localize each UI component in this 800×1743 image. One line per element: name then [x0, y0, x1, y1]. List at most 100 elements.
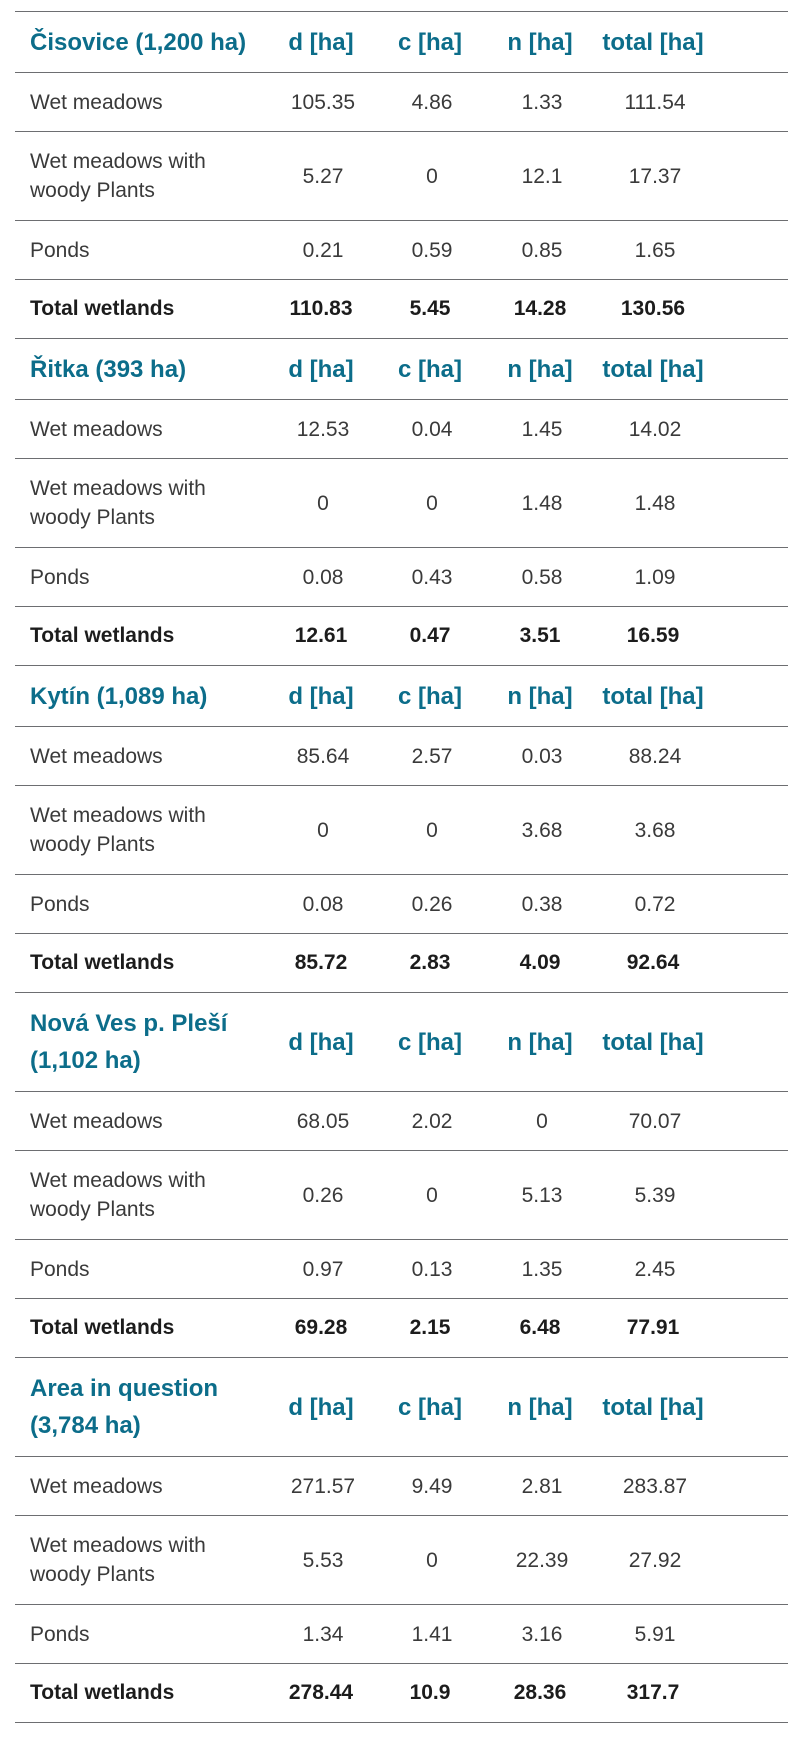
cell-c: 0 [426, 491, 438, 515]
cell-d: 5.53 [302, 1548, 344, 1572]
col-header-d: d [ha] [288, 28, 354, 56]
cell-total: 70.07 [628, 1109, 682, 1133]
cell-d: 105.35 [290, 90, 356, 114]
total-label: Total wetlands [30, 297, 175, 320]
table-row: Ponds 0.08 0.43 0.58 1.09 [15, 548, 788, 607]
row-label: Wet meadows [30, 744, 163, 768]
cell-n: 1.33 [521, 90, 563, 114]
cell-total: 2.45 [634, 1257, 676, 1281]
total-n: 28.36 [513, 1681, 567, 1704]
table-row: Ponds 0.97 0.13 1.35 2.45 [15, 1240, 788, 1299]
cell-n: 0.85 [521, 238, 563, 262]
table-row: Wet meadows with woody Plants 0 0 1.48 1… [15, 459, 788, 548]
table-row: Wet meadows with woody Plants 0 0 3.68 3… [15, 786, 788, 875]
col-header-total: total [ha] [602, 1028, 704, 1056]
cell-total: 14.02 [628, 417, 682, 441]
total-d: 85.72 [294, 951, 348, 974]
cell-total: 1.48 [634, 491, 676, 515]
total-c: 2.83 [409, 951, 451, 974]
section-title: Řitka (393 ha) [30, 355, 187, 383]
cell-d: 271.57 [290, 1474, 356, 1498]
cell-n: 0.03 [521, 744, 563, 768]
cell-d: 5.27 [302, 164, 344, 188]
row-label: Wet meadows with woody Plants [30, 1169, 206, 1221]
cell-total: 283.87 [622, 1474, 688, 1498]
section-title: Area in question (3,784 ha) [30, 1375, 219, 1439]
total-total: 92.64 [626, 951, 680, 974]
cell-n: 22.39 [515, 1548, 569, 1572]
total-label: Total wetlands [30, 1681, 175, 1704]
cell-n: 3.16 [521, 1622, 563, 1646]
row-label: Ponds [30, 565, 90, 589]
cell-d: 0.08 [302, 892, 344, 916]
cell-d: 68.05 [296, 1109, 350, 1133]
row-label: Wet meadows with woody Plants [30, 1534, 206, 1586]
cell-n: 5.13 [521, 1183, 563, 1207]
cell-n: 0.38 [521, 892, 563, 916]
cell-n: 2.81 [521, 1474, 563, 1498]
row-label: Wet meadows with woody Plants [30, 150, 206, 202]
cell-total: 0.72 [634, 892, 676, 916]
cell-total: 88.24 [628, 744, 682, 768]
col-header-n: n [ha] [507, 682, 573, 710]
col-header-n: n [ha] [507, 28, 573, 56]
total-label: Total wetlands [30, 1316, 175, 1339]
wetlands-table: Čisovice (1,200 ha) d [ha] c [ha] n [ha]… [15, 11, 788, 1723]
col-header-c: c [ha] [397, 682, 462, 710]
cell-c: 9.49 [411, 1474, 453, 1498]
row-label: Ponds [30, 238, 90, 262]
cell-n: 0 [536, 1109, 548, 1133]
col-header-d: d [ha] [288, 1028, 354, 1056]
total-total: 317.7 [626, 1681, 680, 1704]
cell-d: 0.26 [302, 1183, 344, 1207]
total-total: 130.56 [620, 297, 686, 320]
cell-n: 0.58 [521, 565, 563, 589]
table-row: Wet meadows 85.64 2.57 0.03 88.24 [15, 727, 788, 786]
total-label: Total wetlands [30, 951, 175, 974]
col-header-n: n [ha] [507, 355, 573, 383]
cell-n: 1.35 [521, 1257, 563, 1281]
cell-c: 0 [426, 164, 438, 188]
total-d: 278.44 [288, 1681, 354, 1704]
cell-c: 2.02 [411, 1109, 453, 1133]
table-row: Ponds 0.21 0.59 0.85 1.65 [15, 221, 788, 280]
cell-n: 1.45 [521, 417, 563, 441]
total-n: 3.51 [519, 624, 561, 647]
cell-total: 17.37 [628, 164, 682, 188]
table-row: Wet meadows 12.53 0.04 1.45 14.02 [15, 400, 788, 459]
cell-d: 0 [317, 491, 329, 515]
cell-d: 0 [317, 818, 329, 842]
cell-c: 0 [426, 818, 438, 842]
total-row: Total wetlands 278.44 10.9 28.36 317.7 [15, 1664, 788, 1723]
col-header-c: c [ha] [397, 1393, 462, 1421]
cell-d: 0.21 [302, 238, 344, 262]
total-row: Total wetlands 110.83 5.45 14.28 130.56 [15, 280, 788, 339]
total-d: 69.28 [294, 1316, 348, 1339]
table-row: Wet meadows with woody Plants 5.27 0 12.… [15, 132, 788, 221]
cell-c: 0.43 [411, 565, 453, 589]
col-header-n: n [ha] [507, 1028, 573, 1056]
col-header-total: total [ha] [602, 28, 704, 56]
total-n: 6.48 [519, 1316, 561, 1339]
cell-d: 85.64 [296, 744, 350, 768]
section-header-kytin: Kytín (1,089 ha) d [ha] c [ha] n [ha] to… [15, 666, 788, 727]
cell-c: 0.26 [411, 892, 453, 916]
cell-total: 3.68 [634, 818, 676, 842]
total-row: Total wetlands 69.28 2.15 6.48 77.91 [15, 1299, 788, 1358]
row-label: Ponds [30, 892, 90, 916]
cell-total: 111.54 [624, 90, 686, 114]
total-row: Total wetlands 85.72 2.83 4.09 92.64 [15, 934, 788, 993]
total-total: 16.59 [626, 624, 680, 647]
cell-n: 12.1 [521, 164, 563, 188]
row-label: Wet meadows [30, 417, 163, 441]
cell-c: 0 [426, 1548, 438, 1572]
cell-n: 3.68 [521, 818, 563, 842]
total-label: Total wetlands [30, 624, 175, 647]
section-header-ritka: Řitka (393 ha) d [ha] c [ha] n [ha] tota… [15, 339, 788, 400]
total-c: 2.15 [409, 1316, 451, 1339]
cell-d: 1.34 [302, 1622, 344, 1646]
col-header-n: n [ha] [507, 1393, 573, 1421]
cell-total: 1.65 [634, 238, 676, 262]
row-label: Wet meadows with woody Plants [30, 804, 206, 856]
cell-c: 0.59 [411, 238, 453, 262]
